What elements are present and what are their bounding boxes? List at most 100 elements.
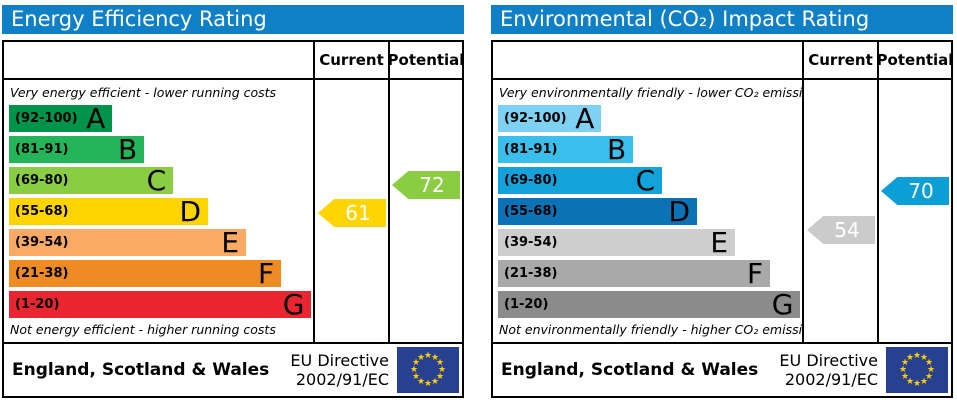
- region-label: England, Scotland & Wales: [501, 360, 759, 380]
- potential-rating-value: 72: [419, 173, 445, 197]
- rating-band-a: (92-100) A: [9, 101, 113, 135]
- environmental-chart-title: Environmental (CO₂) Impact Rating: [491, 5, 953, 34]
- svg-text:★: ★: [412, 358, 420, 368]
- energy-efficiency-chart: Energy Efficiency Rating Current Potenti…: [2, 5, 464, 398]
- svg-text:★: ★: [438, 365, 446, 375]
- top-caption: Very environmentally friendly - lower CO…: [499, 85, 802, 100]
- rating-band-d: (55-68) D: [498, 194, 698, 228]
- potential-column-header: Potential: [877, 42, 953, 78]
- svg-text:★: ★: [920, 377, 928, 387]
- potential-column-header: Potential: [388, 42, 464, 78]
- band-row: (21-38) F: [9, 256, 313, 290]
- eu-directive-label: EU Directive 2002/91/EC: [290, 350, 389, 389]
- svg-text:★: ★: [925, 372, 933, 382]
- eu-flag-icon: ★★★ ★★★ ★★★ ★★★: [886, 347, 948, 393]
- column-header-row: Current Potential: [4, 42, 464, 80]
- svg-text:★: ★: [424, 351, 432, 361]
- band-row: (1-20) G: [9, 287, 313, 321]
- band-row: (1-20) G: [498, 287, 802, 321]
- top-caption: Very energy efficient - lower running co…: [10, 85, 277, 100]
- band-range-label: (21-38): [15, 266, 69, 281]
- rating-band-c: (69-80) C: [498, 166, 663, 194]
- band-row: (69-80) C: [498, 166, 802, 194]
- chart-footer: England, Scotland & Wales EU Directive 2…: [4, 344, 462, 396]
- band-range-label: (69-80): [15, 173, 69, 188]
- current-column: 61: [313, 80, 388, 342]
- band-letter: C: [146, 163, 167, 197]
- chart-footer: England, Scotland & Wales EU Directive 2…: [493, 344, 951, 396]
- potential-column: 70: [877, 80, 951, 342]
- svg-text:★: ★: [913, 351, 921, 361]
- band-letter: G: [771, 287, 794, 321]
- svg-text:★: ★: [899, 365, 907, 375]
- svg-text:★: ★: [927, 365, 935, 375]
- band-range-label: (21-38): [504, 266, 558, 281]
- rating-band-f: (21-38) F: [498, 259, 771, 287]
- svg-text:★: ★: [436, 358, 444, 368]
- svg-text:★: ★: [920, 353, 928, 363]
- band-letter: D: [179, 194, 202, 228]
- band-letter: B: [607, 132, 627, 166]
- current-rating-arrow: 54: [807, 216, 875, 244]
- band-range-label: (1-20): [15, 297, 60, 312]
- svg-text:★: ★: [925, 358, 933, 368]
- band-range-label: (69-80): [504, 173, 558, 188]
- band-letter: B: [118, 132, 138, 166]
- band-range-label: (81-91): [15, 142, 69, 157]
- svg-text:★: ★: [901, 372, 909, 382]
- band-range-label: (55-68): [15, 204, 69, 219]
- band-row: (55-68) D: [9, 194, 313, 228]
- rating-scale: Very environmentally friendly - lower CO…: [493, 80, 802, 342]
- band-letter: E: [221, 225, 240, 259]
- svg-text:★: ★: [412, 372, 420, 382]
- svg-text:★: ★: [906, 353, 914, 363]
- svg-text:★: ★: [417, 377, 425, 387]
- current-rating-arrow: 61: [318, 199, 386, 227]
- band-letter: A: [575, 101, 595, 135]
- rating-band-c: (69-80) C: [9, 163, 174, 197]
- svg-text:★: ★: [410, 365, 418, 375]
- potential-rating-arrow: 72: [392, 171, 460, 199]
- band-letter: D: [668, 194, 691, 228]
- rating-band-g: (1-20) G: [9, 287, 312, 321]
- band-row: (81-91) B: [498, 132, 802, 166]
- svg-text:★: ★: [417, 353, 425, 363]
- blank-header-cell: [493, 42, 802, 78]
- band-letter: F: [257, 256, 275, 290]
- band-row: (92-100) A: [9, 101, 313, 135]
- band-range-label: (92-100): [504, 111, 567, 126]
- region-label: England, Scotland & Wales: [12, 360, 270, 380]
- rating-band-e: (39-54) E: [9, 225, 247, 259]
- rating-body: Very energy efficient - lower running co…: [4, 80, 462, 344]
- potential-rating-arrow: 70: [881, 177, 949, 205]
- band-row: (55-68) D: [498, 194, 802, 228]
- rating-body: Very environmentally friendly - lower CO…: [493, 80, 951, 344]
- svg-text:★: ★: [431, 353, 439, 363]
- band-letter: A: [86, 101, 106, 135]
- current-column: 54: [802, 80, 877, 342]
- band-range-label: (1-20): [504, 297, 549, 312]
- rating-scale: Very energy efficient - lower running co…: [4, 80, 313, 342]
- environmental-impact-chart: Environmental (CO₂) Impact Rating Curren…: [491, 5, 953, 398]
- bottom-caption: Not energy efficient - higher running co…: [10, 322, 276, 337]
- band-row: (92-100) A: [498, 101, 802, 135]
- environmental-chart-table: Current Potential Very environmentally f…: [491, 40, 953, 398]
- svg-text:★: ★: [431, 377, 439, 387]
- band-row: (69-80) C: [9, 163, 313, 197]
- energy-chart-table: Current Potential Very energy efficient …: [2, 40, 464, 398]
- energy-chart-title: Energy Efficiency Rating: [2, 5, 464, 34]
- band-row: (39-54) E: [9, 225, 313, 259]
- svg-text:★: ★: [906, 377, 914, 387]
- rating-band-g: (1-20) G: [498, 287, 801, 321]
- band-row: (39-54) E: [498, 225, 802, 259]
- band-range-label: (81-91): [504, 142, 558, 157]
- svg-text:★: ★: [901, 358, 909, 368]
- current-column-header: Current: [802, 42, 877, 78]
- band-range-label: (39-54): [15, 235, 69, 250]
- current-rating-value: 54: [834, 218, 860, 242]
- eu-directive-label: EU Directive 2002/91/EC: [779, 350, 878, 389]
- band-letter: E: [710, 225, 729, 259]
- band-letter: G: [282, 287, 305, 321]
- eu-flag-icon: ★★★ ★★★ ★★★ ★★★: [397, 347, 459, 393]
